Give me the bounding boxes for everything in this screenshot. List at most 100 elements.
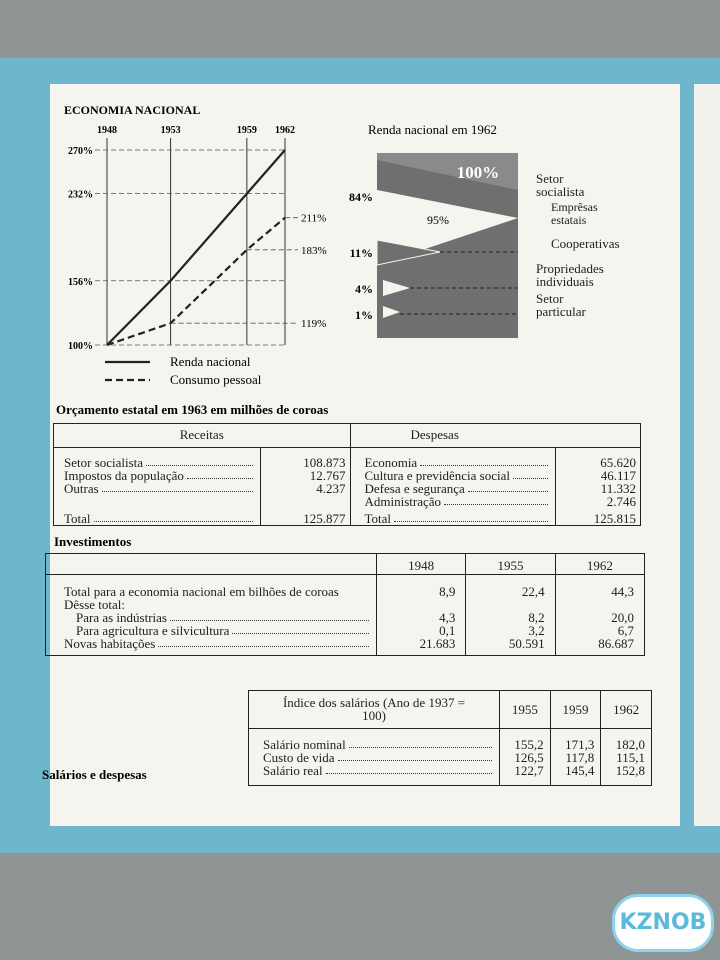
row-label: Cultura e previdência social <box>364 468 510 483</box>
row-label: Defesa e segurança <box>364 481 465 496</box>
row-label: Impostos da população <box>64 468 184 483</box>
diagram-left-label: 11% <box>350 246 373 260</box>
label-cell: Total para a economia nacional em bilhõe… <box>46 575 377 598</box>
body-row: Total 125.877 Total 125.815 <box>54 508 641 526</box>
leader-row: Impostos da população <box>64 469 256 482</box>
dots <box>93 512 253 522</box>
invest-title: Investimentos <box>54 534 131 549</box>
body-row: Custo de vida 126,5 117,8 115,1 <box>249 751 652 764</box>
header-cell <box>45 553 377 575</box>
value: 171,3 <box>565 737 595 752</box>
dots <box>444 495 549 505</box>
row-label: Total <box>364 511 392 526</box>
x-tick-label: 1959 <box>237 125 257 136</box>
watermark: KZNOB <box>612 894 714 952</box>
header-cell: 1948 <box>375 553 466 575</box>
salary-table: Índice dos salários (Ano de 1937 = 100) 1… <box>248 690 652 786</box>
body-row: Salário nominal 155,2 171,3 182,0 <box>249 728 652 752</box>
body-row: Outras 4.237 Defesa e segurança 11.332 <box>54 482 641 495</box>
value: 4.237 <box>316 481 346 496</box>
diagram-right-label: Setor socialista <box>536 172 585 199</box>
label-cell: Custo de vida <box>249 751 500 764</box>
chart-title: ECONOMIA NACIONAL <box>64 103 200 117</box>
dots <box>420 456 549 466</box>
body-row: Novas habitações 21.683 50.591 86.687 <box>46 637 645 656</box>
value-cell: 65.620 <box>555 447 641 469</box>
header-row: Índice dos salários (Ano de 1937 = 100) 1… <box>248 690 652 729</box>
diagram-wedge-1 <box>383 306 400 318</box>
leader-row: Setor socialista <box>64 456 256 469</box>
label-cell: Novas habitações <box>46 637 377 656</box>
body-row: Para agricultura e silvicultura 0,1 3,2 6,7 <box>46 624 645 637</box>
value-cell <box>465 598 556 611</box>
value-cell: 6,7 <box>554 624 645 637</box>
diagram-left-label: 84% <box>349 190 373 204</box>
value: 86.687 <box>598 636 634 651</box>
row-label: Total <box>64 511 91 526</box>
leader-row: Salário real <box>263 764 495 777</box>
data-label: 211% <box>301 213 326 225</box>
value: 4,3 <box>439 610 456 625</box>
value: 21.683 <box>419 636 456 651</box>
y-tick-label: 270% <box>68 146 93 157</box>
leader-row: Outras <box>64 482 256 495</box>
dots <box>394 512 549 522</box>
header-cell: 1955 <box>465 553 556 575</box>
dots <box>348 738 492 748</box>
dots <box>325 764 492 774</box>
row-label: Para as indústrias <box>76 610 167 625</box>
row-label: Setor socialista <box>64 455 144 470</box>
diagram-top <box>377 153 518 190</box>
value: 125.877 <box>303 511 346 526</box>
label-cell: Salário real <box>249 764 500 786</box>
value-cell: 8,9 <box>375 574 466 599</box>
y-tick-label: 232% <box>68 190 93 201</box>
header-cell: 1962 <box>600 690 652 729</box>
value-cell: 20,0 <box>554 610 645 625</box>
value: 8,9 <box>439 584 456 599</box>
header-row: 1948 1955 1962 <box>45 553 645 575</box>
label-cell <box>54 495 261 508</box>
value-cell: 182,0 <box>600 728 652 752</box>
x-tick-label: 1962 <box>275 125 295 136</box>
label-cell: Cultura e previdência social <box>350 469 556 482</box>
value-cell: 44,3 <box>554 574 645 598</box>
label-cell: Salário nominal <box>249 729 500 751</box>
row-label: Para agricultura e silvicultura <box>76 623 230 638</box>
diagram-title: Renda nacional em 1962 <box>368 122 497 137</box>
x-tick-label: 1948 <box>97 125 117 136</box>
diagram-right-labels: Setor socialista Emprêsas estatais Coope… <box>536 172 620 318</box>
label-cell: Impostos da população <box>54 469 261 482</box>
value-cell: 46.117 <box>555 469 641 482</box>
x-tick-label: 1953 <box>161 125 181 136</box>
value-cell: 22,4 <box>465 574 556 598</box>
row-label: Economia <box>364 455 418 470</box>
diagram-right-label: Propriedades individuais <box>536 261 604 289</box>
dots <box>101 482 253 492</box>
value: 20,0 <box>611 610 634 625</box>
y-tick-label: 100% <box>68 341 93 352</box>
label-cell: Para as indústrias <box>46 611 377 624</box>
value-cell: 145,4 <box>549 764 601 786</box>
label-cell: Outras <box>54 482 261 495</box>
body-row: Para as indústrias 4,3 8,2 20,0 <box>46 611 645 624</box>
dots <box>337 751 492 761</box>
value: 115,1 <box>616 750 645 765</box>
value: 155,2 <box>514 737 544 752</box>
value-cell: 50.591 <box>465 637 556 656</box>
row-label: Outras <box>64 481 99 496</box>
value-cell: 108.873 <box>259 447 351 470</box>
value: 122,7 <box>514 763 544 778</box>
value-cell <box>375 598 466 611</box>
row-label: Novas habitações <box>64 636 156 651</box>
value: 8,2 <box>528 610 545 625</box>
value: 182,0 <box>615 737 645 752</box>
body-row: Dêsse total: <box>46 598 645 611</box>
header-cell: 1962 <box>554 553 645 575</box>
dots <box>186 469 253 479</box>
leader-row: Administração <box>365 495 552 508</box>
diagram-right-label: Cooperativas <box>551 236 620 251</box>
data-label: 119% <box>301 318 326 330</box>
value: 108.873 <box>303 455 346 470</box>
